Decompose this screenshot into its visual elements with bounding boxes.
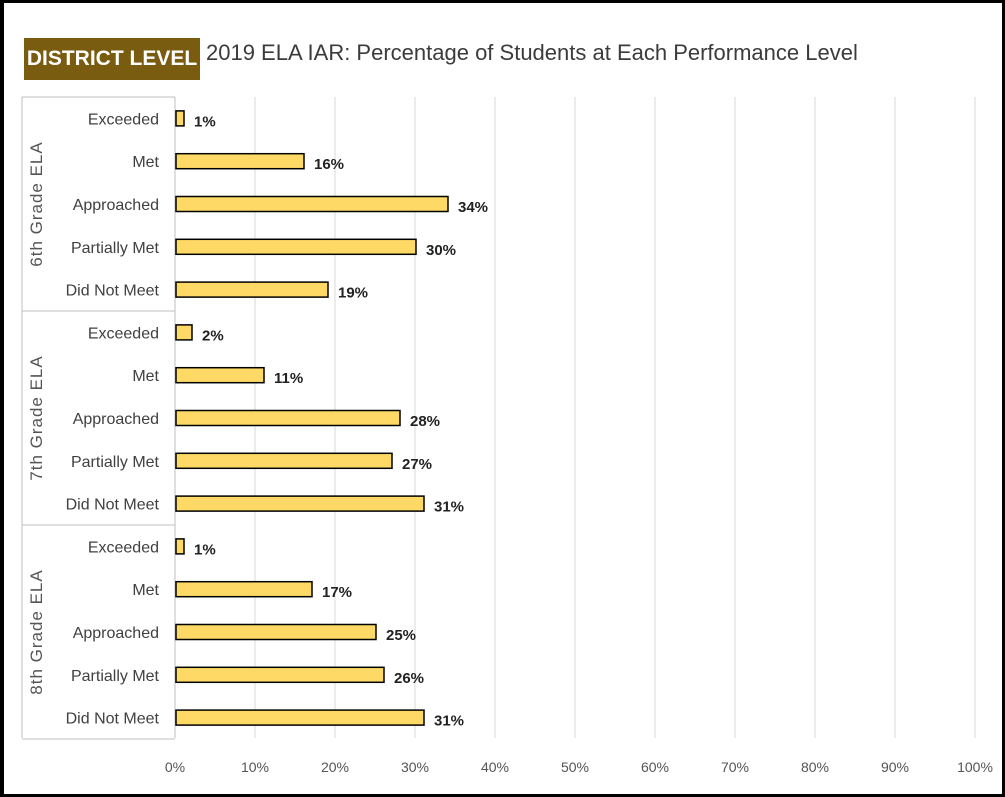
data-label: 28%: [410, 413, 440, 430]
district-level-badge: DISTRICT LEVEL: [24, 38, 200, 80]
data-label: 31%: [434, 713, 464, 730]
x-tick-label: 100%: [957, 759, 993, 775]
bar: [175, 366, 265, 384]
bar: [175, 110, 185, 127]
category-label: Approached: [73, 411, 159, 428]
bar: [175, 538, 185, 555]
category-label: Exceeded: [88, 325, 159, 342]
group-label: 8th Grade ELA: [27, 569, 46, 694]
x-tick-label: 10%: [241, 759, 269, 775]
category-label: Partially Met: [71, 454, 160, 471]
category-label: Approached: [73, 625, 159, 642]
data-label: 27%: [402, 456, 432, 473]
data-label: 34%: [458, 199, 488, 216]
bar: [175, 195, 449, 213]
data-label: 16%: [314, 156, 344, 173]
category-label: Did Not Meet: [66, 283, 160, 300]
data-label: 1%: [194, 113, 216, 130]
category-label: Partially Met: [71, 240, 160, 257]
category-label: Did Not Meet: [66, 497, 160, 514]
x-tick-label: 30%: [401, 759, 429, 775]
x-tick-label: 20%: [321, 759, 349, 775]
x-tick-label: 60%: [641, 759, 669, 775]
category-label: Approached: [73, 197, 159, 214]
x-tick-label: 40%: [481, 759, 509, 775]
data-label: 19%: [338, 285, 368, 302]
data-label: 30%: [426, 242, 456, 259]
category-label: Exceeded: [88, 539, 159, 556]
data-label: 17%: [322, 584, 352, 601]
x-tick-label: 90%: [881, 759, 909, 775]
bar: [175, 709, 425, 726]
category-label: Partially Met: [71, 668, 160, 685]
bar: [175, 152, 305, 170]
x-tick-label: 70%: [721, 759, 749, 775]
bar: [175, 409, 401, 427]
bar: [175, 281, 329, 298]
group-label: 7th Grade ELA: [27, 355, 46, 480]
bar: [175, 666, 385, 684]
category-label: Met: [132, 368, 159, 385]
bar: [175, 580, 313, 598]
x-tick-label: 80%: [801, 759, 829, 775]
x-tick-label: 50%: [561, 759, 589, 775]
bar: [175, 238, 417, 256]
data-label: 26%: [394, 670, 424, 687]
x-tick-label: 0%: [165, 759, 185, 775]
group-label: 6th Grade ELA: [27, 141, 46, 266]
data-label: 1%: [194, 541, 216, 558]
data-label: 11%: [274, 370, 303, 387]
chart-title: 2019 ELA IAR: Percentage of Students at …: [206, 40, 858, 65]
data-label: 31%: [434, 499, 464, 516]
data-label: 25%: [386, 627, 416, 644]
bar: [175, 324, 193, 341]
bar: [175, 623, 377, 641]
category-label: Met: [132, 582, 159, 599]
category-label: Did Not Meet: [66, 711, 160, 728]
category-label: Exceeded: [88, 111, 159, 128]
data-label: 2%: [202, 327, 224, 344]
bar: [175, 495, 425, 512]
category-label: Met: [132, 154, 159, 171]
bar: [175, 452, 393, 470]
